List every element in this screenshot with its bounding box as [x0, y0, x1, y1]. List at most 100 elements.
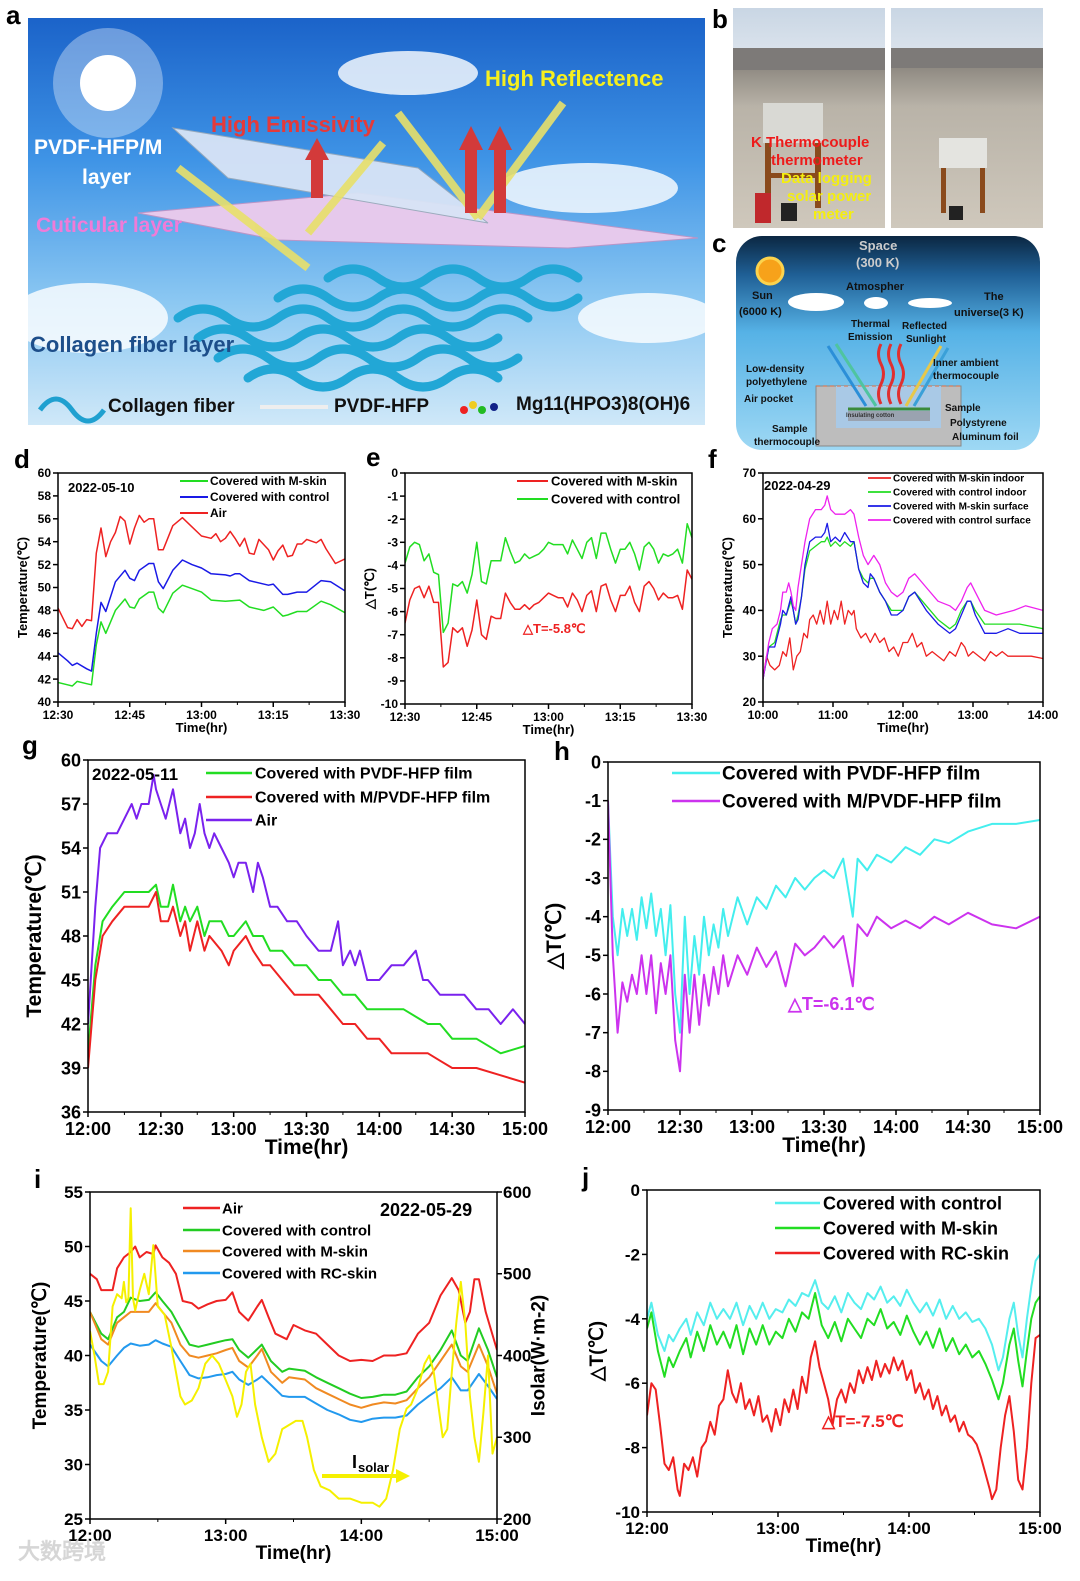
label-aluminum-foil: Aluminum foil — [952, 432, 1019, 443]
plot-frame — [404, 472, 693, 705]
label-universe-2: universe(3 K) — [954, 307, 1024, 319]
radiation-arrows — [826, 343, 950, 407]
series-line-covered-with-pvdf-hfp-film — [608, 800, 1040, 1034]
y-tick-label: -4 — [585, 907, 601, 927]
legend-label: Covered with M-skin — [222, 1243, 368, 1260]
chart-h: -9 -8 -7 -6 -5 -4 -3 -2 -1 0 12:00 12:30 13:00 13:30 1… — [543, 752, 1063, 1157]
y-tick-label: -5 — [585, 946, 601, 966]
x-tick-label: 14:30 — [429, 1119, 475, 1139]
schematic-illustration: High Reflectence High Emissivity PVDF-HF… — [28, 18, 705, 425]
series-line-air — [90, 1244, 497, 1362]
x-tick-label: 14:00 — [873, 1117, 919, 1137]
x-tick-label: 15:00 — [502, 1119, 548, 1139]
panel-label-h: h — [554, 736, 570, 766]
sun-icon — [755, 256, 785, 286]
y-tick-label: 50 — [743, 558, 757, 572]
y2-tick-label: 300 — [503, 1428, 531, 1447]
y-tick-label: 57 — [61, 794, 81, 814]
chart-annotation: △T=-5.8℃ — [522, 621, 586, 636]
x-tick-label: 13:00 — [204, 1526, 247, 1545]
legend-pvdf-hfp: PVDF-HFP — [334, 396, 429, 417]
label-sun: Sun — [752, 290, 773, 302]
series-line-covered-with-m-skin — [647, 1292, 1040, 1401]
y-tick-label: 58 — [38, 489, 52, 503]
y-tick-label: 70 — [743, 466, 757, 480]
y-tick-label: 46 — [38, 627, 52, 641]
x-tick-label: 12:00 — [585, 1117, 631, 1137]
y-tick-label: 42 — [38, 672, 52, 686]
x-axis-label: Time(hr) — [877, 720, 929, 735]
x-tick-label: 15:00 — [475, 1526, 518, 1545]
isolar-label: I — [352, 1452, 357, 1472]
y-tick-label: 0 — [631, 1181, 640, 1200]
y-tick-label: 30 — [743, 649, 757, 663]
chart-annotation: 2022-05-11 — [92, 765, 178, 784]
chart-annotation: 2022-05-29 — [380, 1200, 472, 1220]
y-tick-label: -1 — [387, 489, 398, 503]
series-line-covered-with-control — [90, 1291, 497, 1399]
series-line-covered-with-control — [405, 523, 692, 634]
legend-label: Covered with RC-skin — [222, 1265, 377, 1282]
panel-label-a: a — [6, 0, 21, 30]
series-line-covered-with-pvdf-hfp-film — [88, 883, 525, 1055]
legend-mg-particles: Mg11(HPO3)8(OH)6 — [516, 394, 691, 415]
label-collagen-fiber-layer: Collagen fiber layer — [30, 332, 235, 357]
x-tick-label: 13:30 — [677, 710, 708, 724]
series-line-covered-with-control-surface — [763, 495, 1043, 680]
y-axis-label: Temperature(℃) — [720, 537, 735, 638]
series-line-covered-with-rc-skin — [647, 1334, 1040, 1501]
panel-label-d: d — [14, 444, 30, 474]
isolar-arrow-head — [396, 1469, 410, 1483]
panel-label-e: e — [366, 442, 381, 472]
y-tick-label: -2 — [387, 512, 398, 526]
schematic-artwork — [28, 28, 705, 424]
collagen-fibers — [173, 264, 583, 392]
panel-label-j: j — [582, 1162, 590, 1192]
legend-collagen-icon — [37, 396, 107, 424]
y-tick-label: 50 — [38, 581, 52, 595]
y-tick-label: 30 — [64, 1455, 83, 1474]
label-ldpe-2: polyethylene — [746, 377, 808, 388]
y-axis-label: △T(℃) — [362, 568, 377, 610]
legend-label: Covered with control — [551, 492, 680, 507]
y2-tick-label: 600 — [503, 1183, 531, 1202]
legend-label: Covered with M/PVDF-HFP film — [722, 792, 1001, 813]
x-tick-label: 13:00 — [958, 708, 989, 722]
label-sample: Sample — [945, 403, 981, 414]
y-tick-label: -6 — [625, 1374, 640, 1393]
y-tick-label: -8 — [625, 1439, 640, 1458]
y-tick-label: -8 — [585, 1062, 601, 1082]
legend-label: Air — [222, 1200, 243, 1217]
x-tick-label: 13:30 — [330, 708, 361, 722]
label-insulating-cotton: Insulating cotton — [846, 413, 895, 419]
y-tick-label: -3 — [387, 536, 398, 550]
label-emission: Emission — [848, 332, 893, 343]
label-reflected: Reflected — [902, 321, 948, 332]
label-pvdf-layer-2: layer — [82, 166, 132, 189]
x-tick-label: 13:00 — [729, 1117, 775, 1137]
legend-particles-icon — [460, 401, 498, 414]
y-tick-label: 54 — [38, 535, 52, 549]
x-tick-label: 12:00 — [888, 708, 919, 722]
x-axis-label: Time(hr) — [176, 720, 228, 735]
x-tick-label: 12:00 — [65, 1119, 111, 1139]
x-tick-label: 11:00 — [818, 708, 848, 722]
legend-label: Covered with M/PVDF-HFP film — [255, 790, 490, 807]
legend-label: Covered with control surface — [893, 516, 1031, 527]
label-space: Space — [859, 238, 898, 253]
series-line-covered-with-m-skin-surface — [763, 522, 1043, 680]
x-tick-label: 14:00 — [356, 1119, 402, 1139]
y-tick-label: -4 — [387, 559, 398, 573]
y-tick-label: -7 — [585, 1023, 601, 1043]
chart-g: 36 39 42 45 48 51 54 57 60 12:00 12:30 13:00 13:30 14… — [23, 750, 548, 1159]
x-tick-label: 14:00 — [1028, 708, 1059, 722]
label-thermometer: thermometer — [771, 152, 863, 169]
x-tick-label: 14:00 — [340, 1526, 383, 1545]
measurement-diagram: Space (300 K) Sun (6000 K) Atmospher The… — [736, 236, 1040, 450]
panel-label-i: i — [34, 1164, 42, 1194]
series-line-covered-with-m-skin-indoor — [763, 600, 1043, 680]
chart-d: 40 42 44 46 48 50 52 54 56 58 60 12:30 12:45 13:00 13:… — [15, 466, 361, 735]
